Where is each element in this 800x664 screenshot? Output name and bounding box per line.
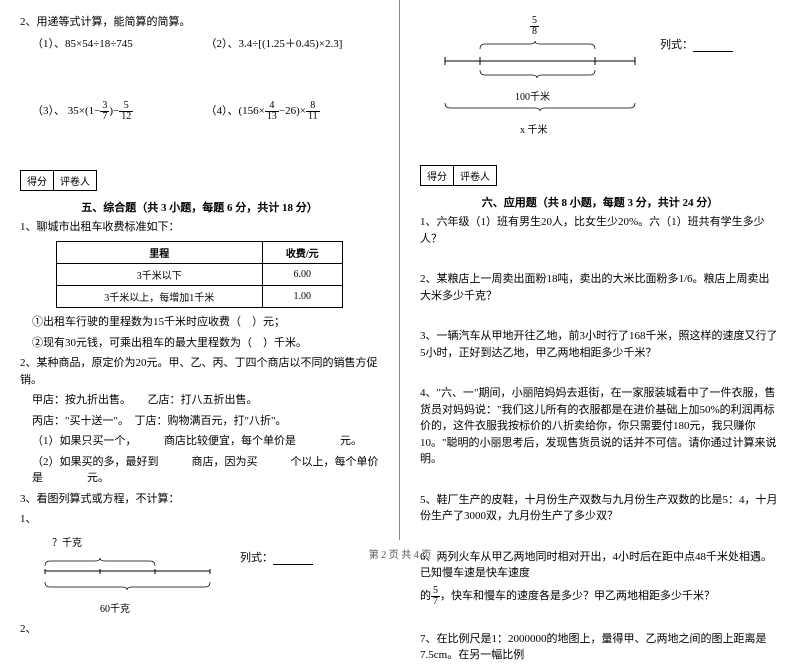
table-cell: 1.00	[262, 286, 343, 308]
diagram-2: 58 列式： 100千米 x 千米	[440, 16, 780, 136]
q5-1-sub1: ①出租车行驶的里程数为15千米时应收费（ ）元；	[32, 314, 379, 331]
frac-3-7: 37	[100, 101, 109, 122]
diag2-list: 列式：	[660, 36, 733, 52]
q6-3: 3、一辆汽车从甲地开往乙地，前3小时行了168千米，照这样的速度又行了5小时，正…	[420, 328, 780, 361]
q5-1: 1、聊城市出租车收费标准如下：	[20, 219, 379, 236]
frac-4-13: 413	[265, 101, 279, 122]
list-label: 列式：	[660, 39, 693, 51]
q2-4-prefix: （4）、(156×	[206, 105, 265, 117]
q6-4: 4、"六、一"期间，小丽陪妈妈去逛街，在一家服装城看中了一件衣服，售货员对妈妈说…	[420, 385, 780, 468]
sec5-title: 五、综合题（共 3 小题，每题 6 分，共计 18 分）	[20, 199, 379, 215]
q6-6-suffix: ，快车和慢车的速度各是多少？甲乙两地相距多少千米？	[440, 590, 715, 602]
brace-bottom-icon	[40, 582, 240, 597]
q2-3-mid: )−	[109, 105, 119, 117]
frac-5-12: 512	[119, 101, 133, 122]
score-label: 得分	[21, 171, 54, 190]
table-cell: 6.00	[262, 264, 343, 286]
sec6-title: 六、应用题（共 8 小题，每题 3 分，共计 24 分）	[420, 194, 780, 210]
q2-row1: （1）、85×54÷18÷745 （2）、3.4÷[(1.25＋0.45)×2.…	[20, 35, 379, 51]
table-header: 收费/元	[262, 242, 343, 264]
frac-8-11: 811	[306, 101, 320, 122]
q6-5: 5、鞋厂生产的皮鞋，十月份生产双数与九月份生产双数的比是5：4，十月份生产了30…	[420, 492, 780, 525]
table-header: 里程	[56, 242, 262, 264]
q2-4: （4）、(156×413−26)×811	[206, 101, 380, 122]
frac-5-8: 58	[530, 16, 539, 37]
q5-3-num: 1、	[20, 511, 379, 528]
q6-7: 7、在比例尺是1：2000000的地图上，量得甲、乙两地之间的图上距离是7.5c…	[420, 631, 780, 664]
score-box-right: 得分 评卷人	[420, 165, 497, 186]
brace-top-icon	[440, 37, 640, 52]
sec5-header: 得分 评卷人	[20, 170, 379, 191]
table-cell: 3千米以下	[56, 264, 262, 286]
q5-2-sub2: （2）如果买的多，最好到 商店，因为买 个以上，每个单价是 元。	[32, 454, 379, 487]
score-box-left: 得分 评卷人	[20, 170, 97, 191]
q2-4-mid: −26)×	[279, 105, 306, 117]
page-footer: 第 2 页 共 4 页	[0, 546, 800, 561]
brace-mid-icon	[440, 70, 640, 85]
q5-2-line3: 丙店："买十送一"。 丁店：购物满百元，打"八折"。	[32, 413, 379, 430]
sec6-header: 得分 评卷人	[420, 165, 780, 186]
left-column: 2、用递等式计算，能简算的简算。 （1）、85×54÷18÷745 （2）、3.…	[0, 0, 400, 540]
right-column: 58 列式： 100千米 x 千米	[400, 0, 800, 540]
page-container: 2、用递等式计算，能简算的简算。 （1）、85×54÷18÷745 （2）、3.…	[0, 0, 800, 540]
fare-table: 里程 收费/元 3千米以下 6.00 3千米以上，每增加1千米 1.00	[56, 241, 343, 308]
diag1-bottom: 60千克	[100, 600, 379, 615]
q5-2-line2: 甲店：按九折出售。 乙店：打八五折出售。	[32, 392, 379, 409]
q5-3-num2: 2、	[20, 621, 379, 638]
blank-line	[693, 40, 733, 52]
q2-title: 2、用递等式计算，能简算的简算。	[20, 14, 379, 31]
q2-1: （1）、85×54÷18÷745	[32, 35, 206, 51]
diag2-bottom: x 千米	[520, 121, 780, 136]
q6-6-p2: 的57，快车和慢车的速度各是多少？甲乙两地相距多少千米？	[420, 586, 780, 607]
q2-3: （3）、 35×(1−37)−512	[32, 101, 206, 122]
grader-label: 评卷人	[54, 171, 96, 190]
q2-2: （2）、3.4÷[(1.25＋0.45)×2.3]	[206, 35, 380, 51]
q2-row2: （3）、 35×(1−37)−512 （4）、(156×413−26)×811	[20, 101, 379, 122]
q2-3-prefix: （3）、 35×(1−	[32, 105, 100, 117]
grader-label: 评卷人	[454, 166, 496, 185]
q5-2: 2、某种商品，原定价为20元。甲、乙、丙、丁四个商店以不同的销售方促销。	[20, 355, 379, 388]
score-label: 得分	[421, 166, 454, 185]
q5-2-sub1: （1）如果只买一个， 商店比较便宜，每个单价是 元。	[32, 433, 379, 450]
table-cell: 3千米以上，每增加1千米	[56, 286, 262, 308]
segment-icon	[440, 55, 640, 67]
q6-2: 2、某粮店上一周卖出面粉18吨，卖出的大米比面粉多1/6。粮店上周卖出大米多少千…	[420, 271, 780, 304]
q6-1: 1、六年级（1）班有男生20人，比女生少20%。六（1）班共有学生多少人？	[420, 214, 780, 247]
diag2-top: 100千米	[515, 88, 780, 103]
q5-3: 3、看图列算式或方程，不计算：	[20, 491, 379, 508]
q5-1-sub2: ②现有30元钱，可乘出租车的最大里程数为（ ）千米。	[32, 335, 379, 352]
brace-bot-icon	[440, 103, 640, 118]
frac-5-7: 57	[431, 586, 440, 607]
